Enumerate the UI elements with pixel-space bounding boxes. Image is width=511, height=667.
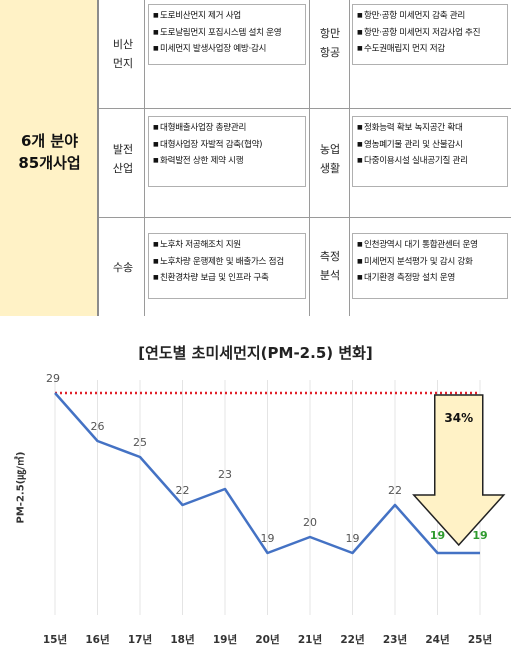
list-item: 항만·공항 미세먼지 저감사업 추진 — [357, 25, 503, 42]
list-item: 미세먼지 발생사업장 예방·감시 — [153, 41, 301, 58]
sector-items-box: 대형배출사업장 총량관리 대형사업장 자발적 감축(협약) 화력발전 상한 제약… — [148, 116, 306, 187]
project-matrix: 6개 분야 85개사업 비산 먼지 도로비산먼지 제거 사업 도로날림먼지 포집… — [0, 0, 511, 316]
x-tick-label: 22년 — [340, 633, 364, 646]
list-item: 영농폐기물 관리 및 산불감시 — [357, 137, 503, 154]
reduction-annotation: 34% — [444, 411, 473, 425]
list-item: 인천광역시 대기 통합관센터 운영 — [357, 237, 503, 254]
data-label: 20 — [303, 516, 317, 529]
list-item: 다중이용시설 실내공기질 관리 — [357, 153, 503, 170]
x-tick-label: 17년 — [128, 633, 152, 646]
column-divider — [144, 0, 145, 316]
list-item: 도로비산먼지 제거 사업 — [153, 8, 301, 25]
pm25-line-chart: 34% 29 26 25 22 23 19 20 19 22 19 19 15년 16년 17년 18년 19년… — [43, 372, 506, 646]
summary-box: 6개 분야 85개사업 — [0, 0, 99, 316]
sector-label: 비산 먼지 — [112, 38, 134, 70]
summary-line-2: 85개사업 — [18, 154, 81, 172]
data-label: 19 — [472, 529, 487, 542]
chart-title: [연도별 초미세먼지(PM-2.5) 변화] — [138, 344, 373, 362]
down-arrow-icon — [412, 394, 506, 547]
x-tick-label: 21년 — [298, 633, 322, 646]
data-label: 22 — [176, 484, 190, 497]
list-item: 정화능력 확보 녹지공간 확대 — [357, 120, 503, 137]
row-divider — [99, 217, 511, 218]
data-label: 25 — [133, 436, 147, 449]
x-tick-label: 15년 — [43, 633, 67, 646]
summary-title: 6개 분야 85개사업 — [0, 130, 99, 174]
sector-label: 측정 분석 — [319, 250, 341, 282]
list-item: 화력발전 상한 제약 시행 — [153, 153, 301, 170]
data-label: 19 — [346, 532, 360, 545]
data-label: 23 — [218, 468, 232, 481]
data-label: 26 — [91, 420, 105, 433]
column-divider — [349, 0, 350, 316]
sector-items-box: 인천광역시 대기 통합관센터 운영 미세먼지 분석평가 및 감시 강화 대기환경… — [352, 233, 508, 299]
list-item: 노후차량 운행제한 및 배출가스 점검 — [153, 254, 301, 271]
list-item: 대형배출사업장 총량관리 — [153, 120, 301, 137]
x-tick-label: 18년 — [170, 633, 194, 646]
data-label: 22 — [388, 484, 402, 497]
x-tick-label: 24년 — [425, 633, 449, 646]
list-item: 항만·공항 미세먼지 감축 관리 — [357, 8, 503, 25]
list-item: 미세먼지 분석평가 및 감시 강화 — [357, 254, 503, 271]
series-line — [54, 392, 480, 555]
data-label: 19 — [430, 529, 445, 542]
sector-label: 발전 산업 — [112, 143, 134, 175]
sector-items-box: 도로비산먼지 제거 사업 도로날림먼지 포집시스템 설치 운영 미세먼지 발생사… — [148, 4, 306, 65]
sector-items-box: 정화능력 확보 녹지공간 확대 영농폐기물 관리 및 산불감시 다중이용시설 실… — [352, 116, 508, 187]
list-item: 수도권매립지 먼지 저감 — [357, 41, 503, 58]
x-tick-label: 20년 — [255, 633, 279, 646]
x-tick-label: 16년 — [85, 633, 109, 646]
list-item: 대형사업장 자발적 감축(협약) — [153, 137, 301, 154]
data-label: 29 — [46, 372, 60, 385]
sector-label: 수송 — [112, 261, 134, 274]
sector-items-box: 항만·공항 미세먼지 감축 관리 항만·공항 미세먼지 저감사업 추진 수도권매… — [352, 4, 508, 65]
sector-items-box: 노후차 저공해조치 지원 노후차량 운행제한 및 배출가스 점검 친환경차량 보… — [148, 233, 306, 299]
x-tick-label: 23년 — [383, 633, 407, 646]
list-item: 노후차 저공해조치 지원 — [153, 237, 301, 254]
list-item: 도로날림먼지 포집시스템 설치 운영 — [153, 25, 301, 42]
summary-line-1: 6개 분야 — [20, 132, 79, 150]
column-divider — [309, 0, 310, 316]
x-tick-label: 25년 — [468, 633, 492, 646]
data-label: 19 — [261, 532, 275, 545]
x-tick-label: 19년 — [213, 633, 237, 646]
sector-label: 농업 생활 — [319, 143, 341, 175]
list-item: 친환경차량 보급 및 인프라 구축 — [153, 270, 301, 287]
sector-label: 항만 항공 — [319, 27, 341, 59]
row-divider — [99, 108, 511, 109]
list-item: 대기환경 측정망 설치 운영 — [357, 270, 503, 287]
